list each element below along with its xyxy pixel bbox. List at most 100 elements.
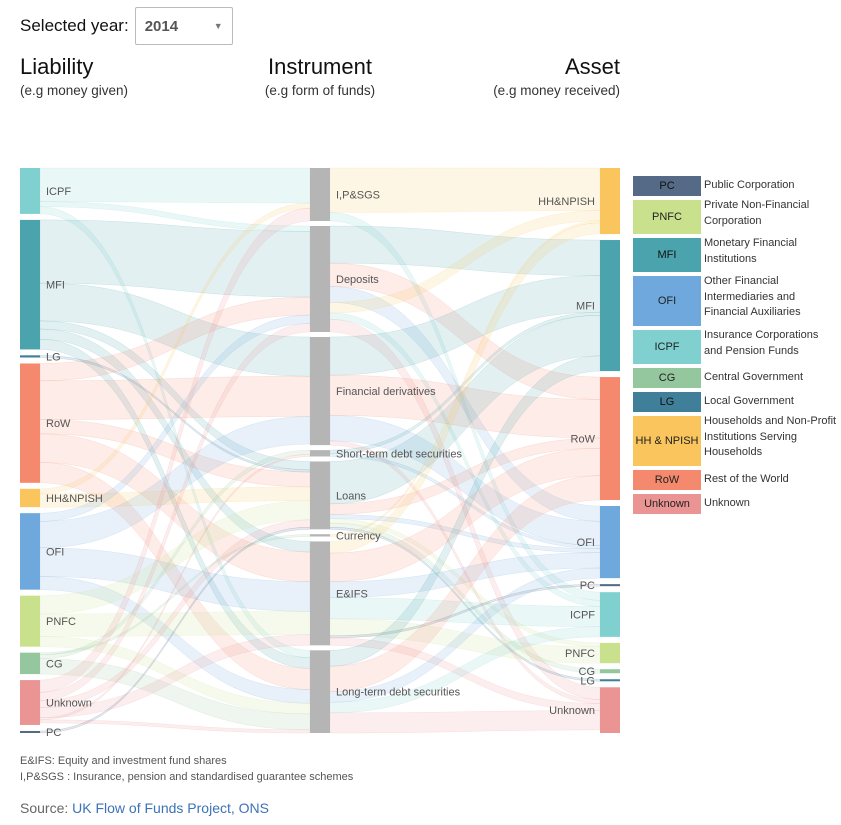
asset-node-pnfc[interactable]	[600, 642, 620, 664]
instrument-node-loans[interactable]	[310, 461, 330, 530]
asset-node-mfi[interactable]	[600, 240, 620, 372]
instrument-label-e-ifs: E&IFS	[336, 588, 368, 600]
flow-e-ifs-to-pc[interactable]	[329, 583, 601, 639]
legend-swatch-pc: PC	[633, 176, 701, 196]
liability-node-ofi[interactable]	[20, 513, 40, 590]
asset-title: Asset	[564, 54, 620, 79]
legend-swatch-row: RoW	[633, 470, 701, 490]
instrument-column-header: Instrument (e.g form of funds)	[220, 54, 420, 98]
flow-long-term-debt-securities-to-row[interactable]	[329, 475, 601, 692]
legend-swatch-unknown: Unknown	[633, 494, 701, 514]
asset-node-pc[interactable]	[600, 584, 620, 587]
asset-label-ofi: OFI	[577, 537, 595, 549]
legend-description: Public Corporation	[704, 179, 795, 191]
liability-node-cg[interactable]	[20, 652, 40, 675]
legend-description: Insurance Corporations and Pension Funds	[704, 329, 819, 357]
sankey-labels: ICPF MFI LG RoW HH&NPISH OFI PNFC CG Unknown PC I,…	[46, 186, 596, 739]
instrument-label-financial-derivatives: Financial derivatives	[336, 386, 436, 398]
liability-node-hh-npish[interactable]	[20, 488, 40, 508]
asset-label-pnfc: PNFC	[565, 648, 595, 660]
asset-node-icpf[interactable]	[600, 592, 620, 637]
flow-e-ifs-to-hh-npish[interactable]	[329, 222, 601, 554]
legend-description: Private Non-Financial Corporation	[704, 199, 810, 227]
legend-item-hh-npish[interactable]: HH & NPISH Households and Non-Profit Inst…	[633, 415, 836, 466]
liability-node-icpf[interactable]	[20, 168, 40, 214]
instrument-node-deposits[interactable]	[310, 226, 330, 332]
asset-label-mfi: MFI	[576, 301, 595, 313]
legend-swatch-mfi: MFI	[633, 238, 701, 272]
year-select-value: 2014	[144, 17, 179, 35]
year-selector-label: Selected year:	[20, 16, 129, 35]
legend-item-ofi[interactable]: OFI Other Financial Intermediaries and Fi…	[633, 275, 801, 326]
legend-description: Central Government	[704, 371, 804, 383]
liability-label-unknown: Unknown	[46, 698, 92, 710]
legend-code: OFI	[657, 295, 677, 307]
legend-description: Local Government	[704, 395, 794, 407]
flow-row-to-financial-derivatives[interactable]	[39, 375, 311, 420]
liability-label-row: RoW	[46, 418, 71, 430]
liability-subtitle: (e.g money given)	[20, 83, 129, 98]
legend-item-pnfc[interactable]: PNFC Private Non-Financial Corporation	[633, 199, 809, 234]
flow-icpf-to-i-p-sgs[interactable]	[39, 167, 311, 204]
asset-label-lg: LG	[580, 675, 595, 687]
instrument-node-e-ifs[interactable]	[310, 541, 330, 646]
legend-item-mfi[interactable]: MFI Monetary Financial Institutions	[633, 237, 797, 272]
flow-unknown-to-short-term-debt-securities[interactable]	[39, 454, 311, 721]
asset-node-row[interactable]	[600, 377, 620, 501]
instrument-node-i-p-sgs[interactable]	[310, 168, 330, 221]
asset-subtitle: (e.g money received)	[493, 83, 620, 98]
legend-code: LG	[659, 396, 675, 408]
legend-code: CG	[658, 372, 676, 384]
legend-swatch-hh-npish: HH & NPISH	[633, 416, 701, 466]
liability-label-hh-npish: HH&NPISH	[46, 493, 103, 505]
instrument-node-long-term-debt-securities[interactable]	[310, 650, 330, 733]
liability-label-pnfc: PNFC	[46, 616, 76, 628]
legend-description: Unknown	[704, 497, 750, 509]
legend-description: Rest of the World	[704, 473, 789, 485]
legend-item-row[interactable]: RoW Rest of the World	[633, 470, 789, 490]
year-select[interactable]: 2014 ▼	[134, 7, 233, 45]
asset-node-unknown[interactable]	[600, 687, 620, 733]
instrument-label-short-term-debt-securities: Short-term debt securities	[336, 448, 462, 460]
liability-column-header: Liability (e.g money given)	[20, 54, 128, 98]
legend-item-cg[interactable]: CG Central Government	[633, 368, 803, 388]
instrument-label-currency: Currency	[336, 530, 381, 542]
liability-label-icpf: ICPF	[46, 186, 71, 198]
liability-node-unknown[interactable]	[20, 680, 40, 725]
legend-code: RoW	[654, 474, 680, 486]
legend-code: PNFC	[652, 211, 682, 223]
source-prefix: Source:	[20, 800, 73, 816]
liability-node-row[interactable]	[20, 363, 40, 483]
instrument-node-short-term-debt-securities[interactable]	[310, 450, 330, 457]
legend-code: HH & NPISH	[635, 435, 699, 447]
asset-label-row: RoW	[571, 434, 596, 446]
sankey-links	[39, 167, 601, 734]
asset-node-lg[interactable]	[600, 679, 620, 682]
legend-item-unknown[interactable]: Unknown Unknown	[633, 494, 750, 514]
asset-node-ofi[interactable]	[600, 506, 620, 579]
liability-title: Liability	[20, 54, 94, 79]
instrument-title: Instrument	[268, 54, 372, 79]
flow-long-term-debt-securities-to-icpf[interactable]	[329, 626, 601, 714]
liability-node-mfi[interactable]	[20, 219, 40, 350]
source-link[interactable]: UK Flow of Funds Project, ONS	[72, 800, 269, 816]
legend-item-lg[interactable]: LG Local Government	[633, 392, 794, 412]
flow-e-ifs-to-pnfc[interactable]	[329, 618, 601, 664]
year-selector-row: Selected year: 2014 ▼	[20, 6, 233, 46]
liability-label-cg: CG	[46, 658, 63, 670]
asset-node-cg[interactable]	[600, 669, 620, 674]
instrument-node-financial-derivatives[interactable]	[310, 337, 330, 446]
legend-code: PC	[659, 180, 675, 192]
liability-node-pnfc[interactable]	[20, 595, 40, 647]
legend-description: Monetary Financial Institutions	[704, 237, 797, 265]
legend-swatch-ofi: OFI	[633, 276, 701, 326]
asset-node-hh-npish[interactable]	[600, 168, 620, 235]
footnote-eifs: E&IFS: Equity and investment fund shares	[20, 755, 227, 767]
flow-mfi-to-financial-derivatives[interactable]	[39, 282, 311, 377]
legend-item-icpf[interactable]: ICPF Insurance Corporations and Pension F…	[633, 329, 818, 364]
legend-item-pc[interactable]: PC Public Corporation	[633, 176, 795, 196]
instrument-label-loans: Loans	[336, 490, 366, 502]
flow-loans-to-cg[interactable]	[329, 522, 601, 674]
instrument-label-i-p-sgs: I,P&SGS	[336, 190, 380, 202]
